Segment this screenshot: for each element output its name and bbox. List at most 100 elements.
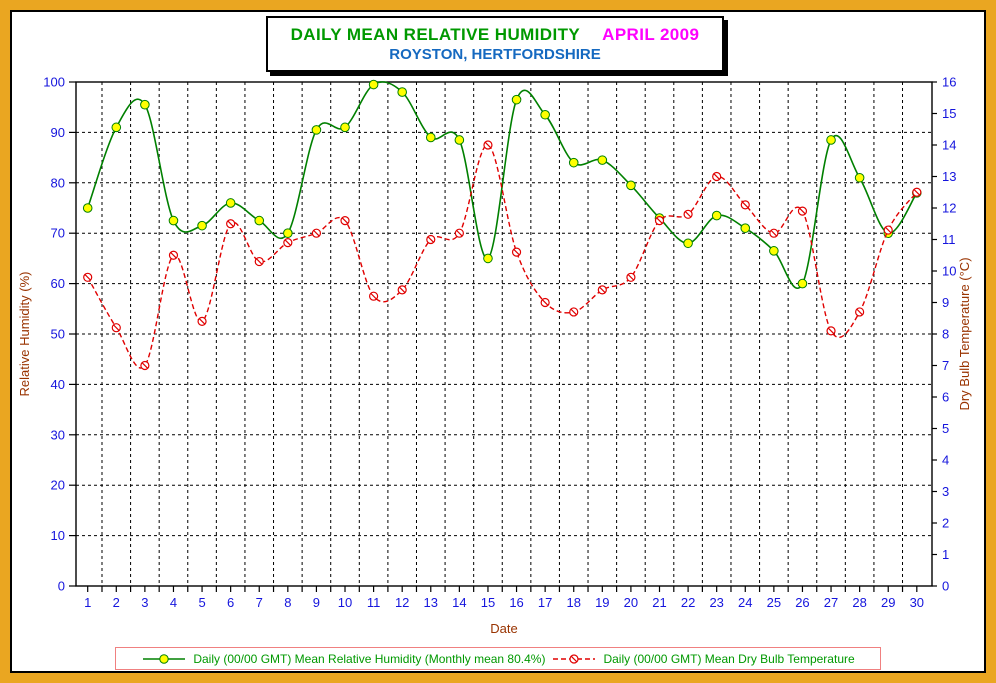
humidity-data-point bbox=[769, 246, 779, 256]
humidity-legend-sample bbox=[143, 653, 186, 664]
humidity-data-point bbox=[111, 122, 122, 133]
right-axis-tick-label: 10 bbox=[942, 264, 956, 279]
temperature-data-point-slash bbox=[885, 226, 892, 234]
x-axis-tick-label: 26 bbox=[795, 595, 809, 610]
temperature-data-point-slash bbox=[570, 308, 577, 316]
x-axis-tick-label: 7 bbox=[256, 595, 263, 610]
temperature-data-point-slash bbox=[713, 173, 720, 180]
humidity-data-point bbox=[740, 223, 751, 233]
temperature-data-point-slash bbox=[770, 230, 777, 237]
x-axis-tick-label: 13 bbox=[424, 595, 438, 610]
humidity-data-point bbox=[683, 238, 693, 249]
right-axis-tick-label: 12 bbox=[942, 201, 956, 216]
left-axis-tick-label: 90 bbox=[51, 125, 65, 140]
temperature-data-point-slash bbox=[198, 318, 206, 325]
right-axis-tick-label: 1 bbox=[942, 547, 949, 562]
temperature-data-point-slash bbox=[856, 308, 863, 316]
temperature-data-point-slash bbox=[513, 248, 520, 256]
humidity-data-point bbox=[454, 135, 465, 145]
x-axis-tick-label: 11 bbox=[367, 595, 381, 610]
right-axis-title: Dry Bulb Temperature (°C) bbox=[957, 257, 972, 410]
humidity-data-point bbox=[311, 125, 322, 135]
left-axis-tick-label: 10 bbox=[51, 528, 65, 543]
humidity-data-point bbox=[225, 198, 236, 208]
right-axis-tick-label: 3 bbox=[942, 484, 949, 499]
temperature-data-point-slash bbox=[799, 208, 806, 215]
temperature-data-point-slash bbox=[227, 220, 234, 227]
x-axis-tick-label: 1 bbox=[84, 595, 91, 610]
x-axis-tick-label: 22 bbox=[681, 595, 695, 610]
x-axis-tick-label: 5 bbox=[198, 595, 205, 610]
right-axis-tick-label: 5 bbox=[942, 421, 949, 436]
temperature-data-point-slash bbox=[656, 217, 663, 224]
right-axis-tick-label: 0 bbox=[942, 579, 949, 594]
temperature-data-point-slash bbox=[484, 141, 492, 149]
temperature-data-point-slash bbox=[456, 230, 463, 237]
chart-title: DAILY MEAN RELATIVE HUMIDITY bbox=[290, 25, 581, 45]
x-axis-tick-label: 21 bbox=[652, 595, 666, 610]
humidity-data-point bbox=[197, 220, 207, 231]
x-axis-tick-label: 8 bbox=[284, 595, 291, 610]
temperature-data-point-slash bbox=[284, 239, 291, 246]
chart-legend: Daily (00/00 GMT) Mean Relative Humidity… bbox=[115, 647, 881, 670]
humidity-data-point bbox=[854, 172, 865, 183]
humidity-data-point bbox=[368, 79, 379, 90]
temperature-data-point-slash bbox=[256, 258, 263, 265]
right-axis-tick-label: 15 bbox=[942, 106, 956, 121]
x-axis-tick-label: 27 bbox=[824, 595, 838, 610]
temperature-data-point-slash bbox=[84, 274, 91, 281]
right-axis-tick-label: 14 bbox=[942, 138, 956, 153]
humidity-data-point bbox=[711, 210, 722, 221]
left-axis-tick-label: 70 bbox=[51, 226, 65, 241]
left-axis-tick-label: 60 bbox=[51, 276, 65, 291]
humidity-data-point bbox=[168, 215, 179, 226]
humidity-data-point bbox=[283, 228, 293, 238]
humidity-data-point bbox=[425, 132, 436, 143]
right-axis-tick-label: 2 bbox=[942, 516, 949, 531]
x-axis-tick-label: 19 bbox=[595, 595, 609, 610]
temperature-data-point-slash bbox=[913, 189, 920, 196]
x-axis-tick-label: 29 bbox=[881, 595, 895, 610]
chart-title-line: DAILY MEAN RELATIVE HUMIDITY APRIL 2009 bbox=[291, 24, 700, 45]
chart-title-box: DAILY MEAN RELATIVE HUMIDITY APRIL 2009 R… bbox=[266, 16, 724, 72]
x-axis-tick-label: 25 bbox=[767, 595, 781, 610]
humidity-data-point bbox=[254, 215, 265, 226]
temperature-legend-sample bbox=[553, 653, 596, 664]
left-axis-tick-label: 100 bbox=[43, 75, 65, 90]
humidity-legend-marker bbox=[159, 653, 170, 664]
left-axis-title: Relative Humidity (%) bbox=[17, 272, 32, 397]
temperature-data-point-slash bbox=[313, 230, 320, 237]
x-axis-tick-label: 16 bbox=[509, 595, 523, 610]
chart-period: APRIL 2009 bbox=[602, 25, 700, 45]
temperature-data-point-slash bbox=[427, 236, 434, 243]
x-axis-tick-label: 12 bbox=[395, 595, 409, 610]
right-axis-tick-label: 6 bbox=[942, 390, 949, 405]
temperature-data-point-slash bbox=[399, 286, 406, 294]
temperature-data-point-slash bbox=[742, 201, 749, 208]
right-axis-tick-label: 7 bbox=[942, 358, 949, 373]
right-axis-tick-label: 9 bbox=[942, 295, 949, 310]
left-axis-tick-label: 30 bbox=[51, 427, 65, 442]
legend-humidity-label: Daily (00/00 GMT) Mean Relative Humidity… bbox=[193, 651, 546, 666]
x-axis-tick-label: 23 bbox=[709, 595, 723, 610]
humidity-data-point bbox=[82, 203, 93, 213]
temperature-data-point-slash bbox=[141, 362, 149, 369]
right-axis-tick-label: 13 bbox=[942, 169, 956, 184]
temperature-series-line bbox=[87, 144, 918, 369]
right-axis-tick-label: 8 bbox=[942, 327, 949, 342]
x-axis-tick-label: 24 bbox=[738, 595, 752, 610]
left-axis-tick-label: 0 bbox=[58, 579, 65, 594]
x-axis-tick-label: 9 bbox=[313, 595, 320, 610]
right-axis-tick-label: 4 bbox=[942, 453, 949, 468]
humidity-data-point bbox=[597, 155, 608, 165]
chart-page: DAILY MEAN RELATIVE HUMIDITY APRIL 2009 R… bbox=[10, 10, 986, 673]
left-axis-tick-label: 40 bbox=[51, 377, 65, 392]
temperature-legend-marker-slash bbox=[571, 655, 578, 662]
left-axis-tick-label: 20 bbox=[51, 478, 65, 493]
temperature-data-point-slash bbox=[627, 274, 635, 281]
x-axis-tick-label: 28 bbox=[852, 595, 866, 610]
x-axis-tick-label: 18 bbox=[566, 595, 580, 610]
temperature-data-point-slash bbox=[113, 324, 120, 331]
humidity-data-point bbox=[511, 94, 522, 105]
